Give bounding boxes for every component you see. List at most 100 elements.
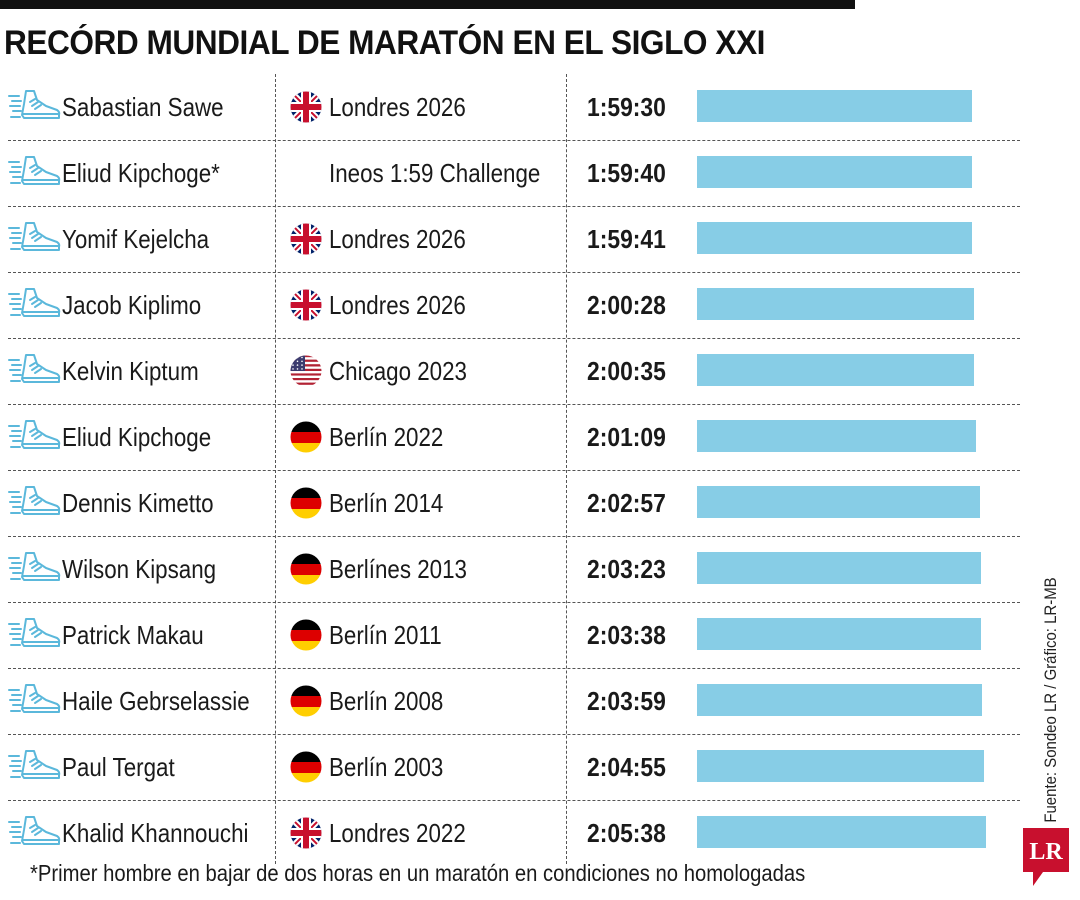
time-bar [697, 90, 972, 122]
table-row: Sabastian Sawe Londres 2026 1:59:30 [0, 74, 1020, 140]
table-row: Patrick Makau Berlín 2011 2:03:38 [0, 602, 1020, 668]
finish-time: 2:03:38 [587, 620, 666, 650]
records-table: Sabastian Sawe Londres 2026 1:59:30 Eliud K… [0, 74, 1020, 864]
runner-name: Patrick Makau [62, 620, 204, 650]
table-row: Yomif Kejelcha Londres 2026 1:59:41 [0, 206, 1020, 272]
uk-flag-icon [290, 289, 322, 321]
runner-name: Yomif Kejelcha [62, 224, 210, 254]
row-divider [8, 734, 1020, 735]
race-place: Ineos 1:59 Challenge [329, 158, 541, 188]
race-place: Chicago 2023 [329, 356, 468, 386]
table-row: Haile Gebrselassie Berlín 2008 2:03:59 [0, 668, 1020, 734]
uk-flag-icon [290, 223, 322, 255]
footnote: *Primer hombre en bajar de dos horas en … [30, 860, 806, 886]
uk-flag-icon [290, 91, 322, 123]
row-divider [8, 470, 1020, 471]
running-shoe-icon [8, 288, 61, 317]
race-place: Berlínes 2013 [329, 554, 467, 584]
race-place: Londres 2026 [329, 92, 466, 122]
germany-flag-icon [290, 421, 322, 453]
finish-time: 2:02:57 [587, 488, 666, 518]
us-flag-icon [290, 355, 322, 387]
top-rule [0, 0, 855, 9]
running-shoe-icon [8, 618, 61, 647]
running-shoe-icon [8, 222, 61, 251]
race-place: Londres 2026 [329, 224, 466, 254]
row-divider [8, 536, 1020, 537]
row-divider [8, 668, 1020, 669]
row-divider [8, 140, 1020, 141]
finish-time: 2:04:55 [587, 752, 666, 782]
column-divider [275, 74, 276, 864]
germany-flag-icon [290, 619, 322, 651]
finish-time: 1:59:40 [587, 158, 666, 188]
finish-time: 2:00:28 [587, 290, 666, 320]
finish-time: 2:03:59 [587, 686, 666, 716]
race-place: Berlín 2022 [329, 422, 444, 452]
running-shoe-icon [8, 552, 61, 581]
source-text: Fuente: Sondeo LR / Gráfico: LR-MB [1041, 577, 1060, 823]
table-row: Dennis Kimetto Berlín 2014 2:02:57 [0, 470, 1020, 536]
table-row: Eliud Kipchoge Berlín 2022 2:01:09 [0, 404, 1020, 470]
row-divider [8, 272, 1020, 273]
row-divider [8, 206, 1020, 207]
row-divider [8, 800, 1020, 801]
race-place: Berlín 2011 [329, 620, 442, 650]
runner-name: Dennis Kimetto [62, 488, 214, 518]
finish-time: 2:01:09 [587, 422, 666, 452]
logo-text: LR [1029, 839, 1063, 865]
table-row: Eliud Kipchoge* Ineos 1:59 Challenge 1:59:… [0, 140, 1020, 206]
running-shoe-icon [8, 420, 61, 449]
runner-name: Eliud Kipchoge [62, 422, 212, 452]
finish-time: 2:03:23 [587, 554, 666, 584]
race-place: Londres 2026 [329, 290, 466, 320]
time-bar [697, 684, 983, 716]
running-shoe-icon [8, 816, 61, 845]
chart-title: RECÓRD MUNDIAL DE MARATÓN EN EL SIGLO XX… [4, 24, 765, 62]
time-bar [697, 222, 973, 254]
time-bar [697, 552, 981, 584]
time-bar [697, 618, 982, 650]
row-divider [8, 404, 1020, 405]
row-divider [8, 338, 1020, 339]
germany-flag-icon [290, 553, 322, 585]
table-row: Wilson Kipsang Berlínes 2013 2:03:23 [0, 536, 1020, 602]
lr-logo: LR [1023, 828, 1069, 886]
germany-flag-icon [290, 751, 322, 783]
runner-name: Sabastian Sawe [62, 92, 224, 122]
table-row: Jacob Kiplimo Londres 2026 2:00:28 [0, 272, 1020, 338]
runner-name: Haile Gebrselassie [62, 686, 250, 716]
race-place: Berlín 2003 [329, 752, 444, 782]
runner-name: Wilson Kipsang [62, 554, 217, 584]
table-row: Kelvin Kiptum Chicago 2023 2:00:35 [0, 338, 1020, 404]
runner-name: Kelvin Kiptum [62, 356, 199, 386]
race-place: Berlín 2008 [329, 686, 444, 716]
germany-flag-icon [290, 685, 322, 717]
time-bar [697, 750, 985, 782]
row-divider [8, 602, 1020, 603]
table-row: Khalid Khannouchi Londres 2022 2:05:38 [0, 800, 1020, 866]
uk-flag-icon [290, 817, 322, 849]
race-place: Londres 2022 [329, 818, 466, 848]
column-divider [566, 74, 567, 864]
time-bar [697, 420, 976, 452]
runner-name: Khalid Khannouchi [62, 818, 249, 848]
running-shoe-icon [8, 354, 61, 383]
runner-name: Paul Tergat [62, 752, 175, 782]
finish-time: 2:00:35 [587, 356, 666, 386]
running-shoe-icon [8, 486, 61, 515]
time-bar [697, 354, 975, 386]
time-bar [697, 288, 975, 320]
running-shoe-icon [8, 156, 61, 185]
race-place: Berlín 2014 [329, 488, 444, 518]
time-bar [697, 816, 986, 848]
table-row: Paul Tergat Berlín 2003 2:04:55 [0, 734, 1020, 800]
runner-name: Eliud Kipchoge* [62, 158, 220, 188]
runner-name: Jacob Kiplimo [62, 290, 202, 320]
running-shoe-icon [8, 90, 61, 119]
running-shoe-icon [8, 684, 61, 713]
time-bar [697, 486, 980, 518]
running-shoe-icon [8, 750, 61, 779]
finish-time: 1:59:30 [587, 92, 666, 122]
time-bar [697, 156, 973, 188]
